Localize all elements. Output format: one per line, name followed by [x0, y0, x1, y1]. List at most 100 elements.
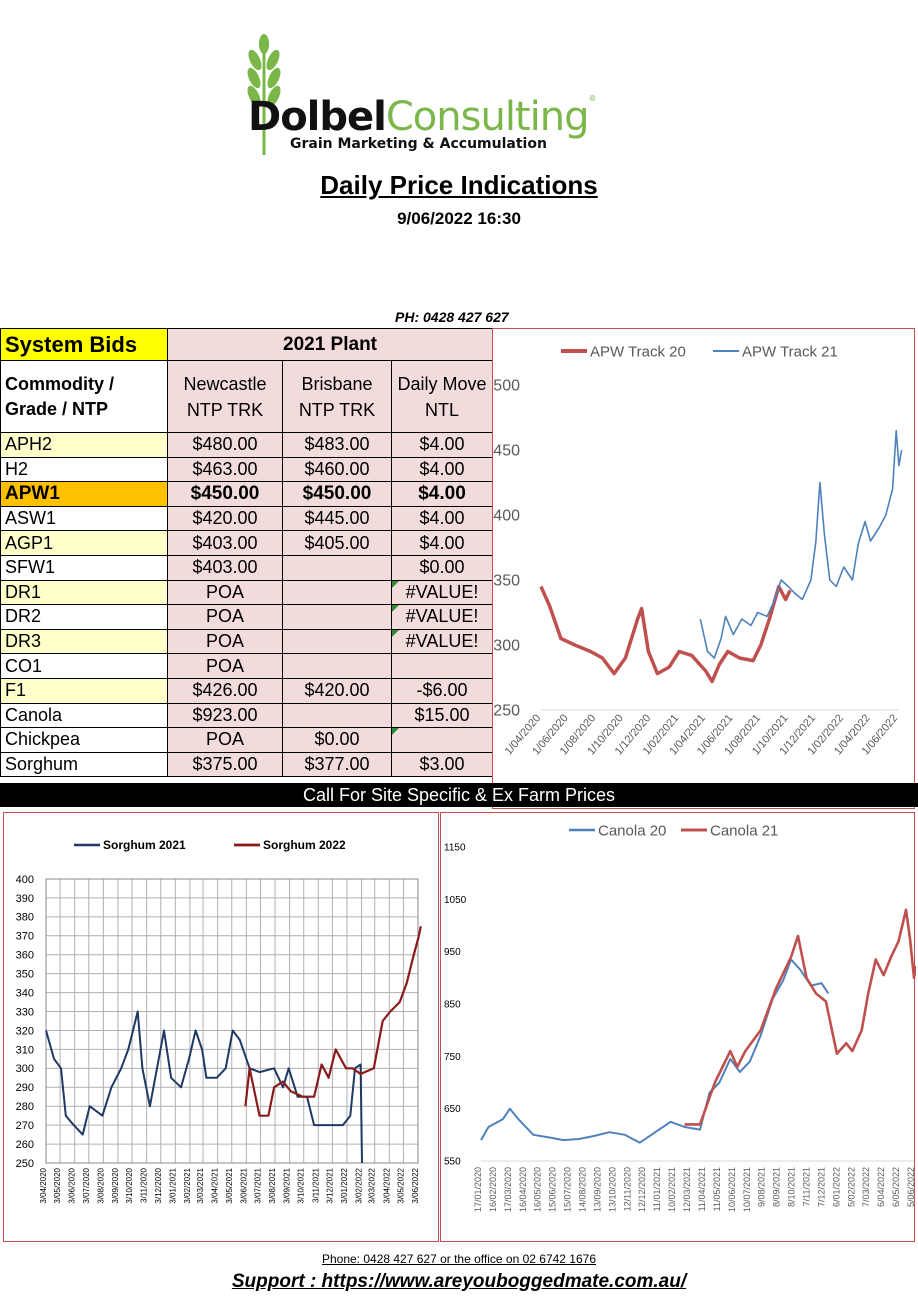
error-marker-icon: [392, 630, 399, 637]
y-tick-label: 250: [16, 1158, 34, 1170]
sorghum-chart-svg: 250 260 270 280 290 300 310 320 330 340 350 360 370 3…: [16, 838, 422, 1204]
plot-area-border: [45, 878, 419, 1164]
table-row: APH2 $480.00 $483.00 $4.00: [0, 432, 494, 458]
x-tick-label: 11/05/2021: [712, 1167, 722, 1211]
commodity-name: ASW1: [0, 505, 168, 532]
table-row: F1 $426.00 $420.00 -$6.00: [0, 677, 494, 704]
x-tick-label: 9/08/2021: [757, 1167, 767, 1207]
x-tick-label: 16/05/2020: [533, 1167, 543, 1212]
daily-move: $15.00: [390, 702, 494, 729]
page-title: Daily Price Indications: [320, 170, 598, 200]
apw-track-chart-svg: 2503003504004505001/04/20201/06/20201/08…: [493, 343, 903, 757]
commodity-name: DR1: [0, 579, 168, 606]
newcastle-price: POA: [167, 579, 283, 606]
canola-chart: 550 650 750 850 950 1050 1150 17/01/2020 16/02/2…: [440, 812, 916, 1242]
daily-move: #VALUE!: [390, 604, 494, 630]
table-row: DR2 POA #VALUE!: [0, 604, 494, 630]
daily-move-column-header: Daily Move NTL: [390, 360, 494, 433]
x-tick-label: 11/01/2021: [652, 1167, 662, 1211]
x-tick-label: 3/09/2020: [111, 1167, 120, 1203]
footer-phone: Phone: 0428 427 627 or the office on 02 …: [321, 1252, 596, 1266]
legend-label: Sorghum 2021: [103, 838, 186, 852]
x-tick-label: 3/01/2022: [340, 1167, 349, 1203]
legend-label: Canola 20: [598, 822, 666, 839]
x-tick-label: 3/04/2021: [211, 1167, 220, 1203]
x-tick-label: 7/11/2021: [801, 1167, 811, 1206]
newcastle-price: $463.00: [167, 456, 283, 483]
company-logo: DolbelConsulting® Grain Marketing & Accu…: [240, 30, 600, 160]
x-tick-label: 3/03/2022: [368, 1167, 377, 1203]
wheat-icon: [247, 34, 281, 155]
x-tick-label: 3/12/2021: [325, 1167, 334, 1203]
newcastle-price: $403.00: [167, 530, 283, 556]
brisbane-column-header: Brisbane NTP TRK: [282, 360, 392, 433]
daily-move: $0.00: [390, 554, 494, 581]
daily-move: [390, 727, 494, 753]
commodity-name: Canola: [0, 702, 168, 729]
table-row: SFW1 $403.00 $0.00: [0, 554, 494, 581]
x-tick-label: 13/09/2020: [592, 1167, 602, 1212]
x-tick-label: 3/05/2022: [396, 1167, 405, 1203]
x-tick-label: 3/01/2021: [168, 1167, 177, 1203]
y-tick-label: 280: [16, 1101, 34, 1113]
sorghum-chart: 250 260 270 280 290 300 310 320 330 340 350 360 370 3…: [3, 812, 439, 1242]
apw-track-chart: 250 300 350 400 450 500 1/04/2020 1/06/2020 1/08…: [492, 328, 915, 809]
table-row: Chickpea POA $0.00: [0, 727, 494, 753]
commodity-name: CO1: [0, 653, 168, 679]
phone-number: PH: 0428 427 627: [395, 309, 509, 325]
commodity-column-header: Commodity / Grade / NTP: [0, 360, 168, 433]
x-tick-label: 15/06/2020: [548, 1167, 558, 1212]
x-tick-label: 3/02/2022: [355, 1167, 364, 1203]
daily-move: $4.00: [390, 505, 494, 532]
x-tick-label: 3/08/2021: [268, 1167, 277, 1203]
plant-header: 2021 Plant: [166, 328, 494, 361]
daily-move: $3.00: [390, 751, 494, 778]
series-line: [480, 958, 830, 1144]
newcastle-price: $403.00: [167, 554, 283, 581]
x-tick-label: 3/04/2022: [382, 1167, 391, 1203]
daily-move: $4.00: [390, 432, 494, 458]
brisbane-price: [282, 702, 392, 729]
x-tick-label: 12/11/2020: [622, 1167, 632, 1211]
table-row-highlighted: APW1 $450.00 $450.00 $4.00: [0, 481, 494, 507]
table-row: Canola $923.00 $15.00: [0, 702, 494, 729]
x-tick-label: 3/11/2021: [311, 1167, 320, 1203]
commodity-name: APW1: [0, 481, 168, 507]
x-tick-label: 16/04/2020: [518, 1167, 528, 1212]
support-link[interactable]: Support : https://www.areyouboggedmate.c…: [231, 1271, 687, 1292]
y-tick-label: 330: [16, 1006, 34, 1018]
commodity-name: F1: [0, 677, 168, 704]
y-tick-label: 350: [16, 969, 34, 981]
x-tick-label: 3/06/2020: [68, 1167, 77, 1203]
brisbane-price: [282, 554, 392, 581]
y-tick-label: 300: [493, 638, 520, 655]
report-datetime: 9/06/2022 16:30: [397, 209, 521, 228]
x-tick-label: 10/07/2021: [742, 1167, 752, 1212]
y-tick-label: 300: [16, 1063, 34, 1075]
table-row: DR1 POA #VALUE!: [0, 579, 494, 606]
x-tick-label: 10/06/2021: [727, 1167, 737, 1212]
x-tick-label: 8/09/2021: [772, 1167, 782, 1207]
newcastle-price: $450.00: [167, 481, 283, 507]
x-tick-label: 3/09/2021: [283, 1167, 292, 1203]
y-tick-label: 950: [444, 947, 461, 958]
x-tick-label: 5/02/2022: [846, 1167, 856, 1207]
x-tick-label: 6/01/2022: [831, 1167, 841, 1207]
brisbane-price: $0.00: [282, 727, 392, 753]
x-tick-label: 3/03/2021: [196, 1167, 205, 1203]
y-tick-label: 340: [16, 987, 34, 999]
error-marker-icon: [392, 605, 399, 613]
y-tick-label: 360: [16, 950, 34, 962]
y-tick-label: 750: [444, 1052, 461, 1063]
y-tick-label: 400: [493, 508, 520, 525]
daily-move: #VALUE!: [390, 579, 494, 606]
brisbane-price: [282, 604, 392, 630]
newcastle-price: $480.00: [167, 432, 283, 458]
commodity-name: Chickpea: [0, 727, 168, 753]
x-tick-label: 15/07/2020: [563, 1167, 573, 1212]
y-tick-label: 1150: [444, 843, 466, 854]
series-line: [684, 908, 916, 1126]
newcastle-price: $923.00: [167, 702, 283, 729]
x-tick-label: 7/12/2021: [816, 1167, 826, 1207]
x-tick-label: 3/07/2021: [253, 1167, 262, 1203]
